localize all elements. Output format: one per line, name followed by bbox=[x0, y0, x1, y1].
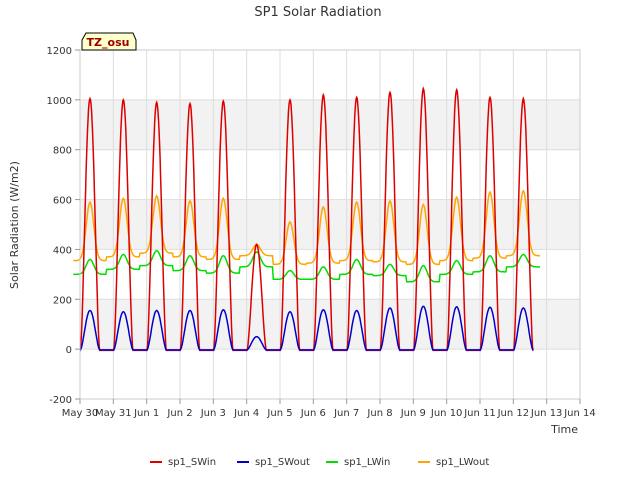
plot-band bbox=[80, 99, 580, 150]
x-tick-label: Jun 4 bbox=[233, 408, 259, 419]
y-axis-label: Solar Radiation (W/m2) bbox=[8, 161, 21, 289]
plot-band bbox=[80, 199, 580, 250]
x-tick-label: Jun 7 bbox=[333, 408, 359, 419]
x-tick-label: Jun 6 bbox=[300, 408, 326, 419]
y-tick-label: 200 bbox=[53, 295, 72, 306]
series-line-sp1_SWout bbox=[79, 305, 534, 351]
x-tick-label: Jun 5 bbox=[266, 408, 292, 419]
chart-title: SP1 Solar Radiation bbox=[254, 5, 381, 20]
x-tick-label: Jun 2 bbox=[166, 408, 192, 419]
y-tick-label: 600 bbox=[53, 196, 72, 207]
x-tick-label: Jun 10 bbox=[430, 408, 463, 419]
legend-label-sp1_LWin: sp1_LWin bbox=[344, 457, 390, 468]
y-tick-label: 1200 bbox=[47, 46, 72, 57]
y-tick-label: 1000 bbox=[47, 96, 72, 107]
x-tick-label: Jun 12 bbox=[497, 408, 530, 419]
x-tick-label: Jun 11 bbox=[463, 408, 496, 419]
x-tick-label: Jun 13 bbox=[530, 408, 563, 419]
x-axis-label: Time bbox=[550, 423, 578, 436]
plot-background bbox=[80, 50, 580, 399]
x-tick-label: Jun 1 bbox=[133, 408, 159, 419]
y-tick-label: 800 bbox=[53, 146, 72, 157]
y-tick-label: 0 bbox=[66, 345, 72, 356]
legend-label-sp1_LWout: sp1_LWout bbox=[436, 457, 489, 468]
y-tick-label: -200 bbox=[49, 395, 72, 406]
legend-label-sp1_SWout: sp1_SWout bbox=[255, 457, 310, 468]
x-tick-label: Jun 3 bbox=[200, 408, 226, 419]
plot-frame bbox=[79, 49, 581, 400]
x-tick-label: Jun 14 bbox=[563, 408, 596, 419]
series-layer bbox=[73, 86, 540, 352]
legend-label-sp1_SWin: sp1_SWin bbox=[168, 457, 216, 468]
x-tick-label: Jun 8 bbox=[366, 408, 392, 419]
y-tick-label: 400 bbox=[53, 245, 72, 256]
x-tick-label: May 31 bbox=[95, 408, 132, 419]
x-tick-label: Jun 9 bbox=[400, 408, 426, 419]
tz-annotation-label: TZ_osu bbox=[87, 36, 130, 49]
x-tick-label: May 30 bbox=[62, 408, 99, 419]
tz-annotation: TZ_osu bbox=[81, 32, 137, 51]
legend: sp1_SWin sp1_SWout sp1_LWin sp1_LWout bbox=[150, 457, 489, 468]
